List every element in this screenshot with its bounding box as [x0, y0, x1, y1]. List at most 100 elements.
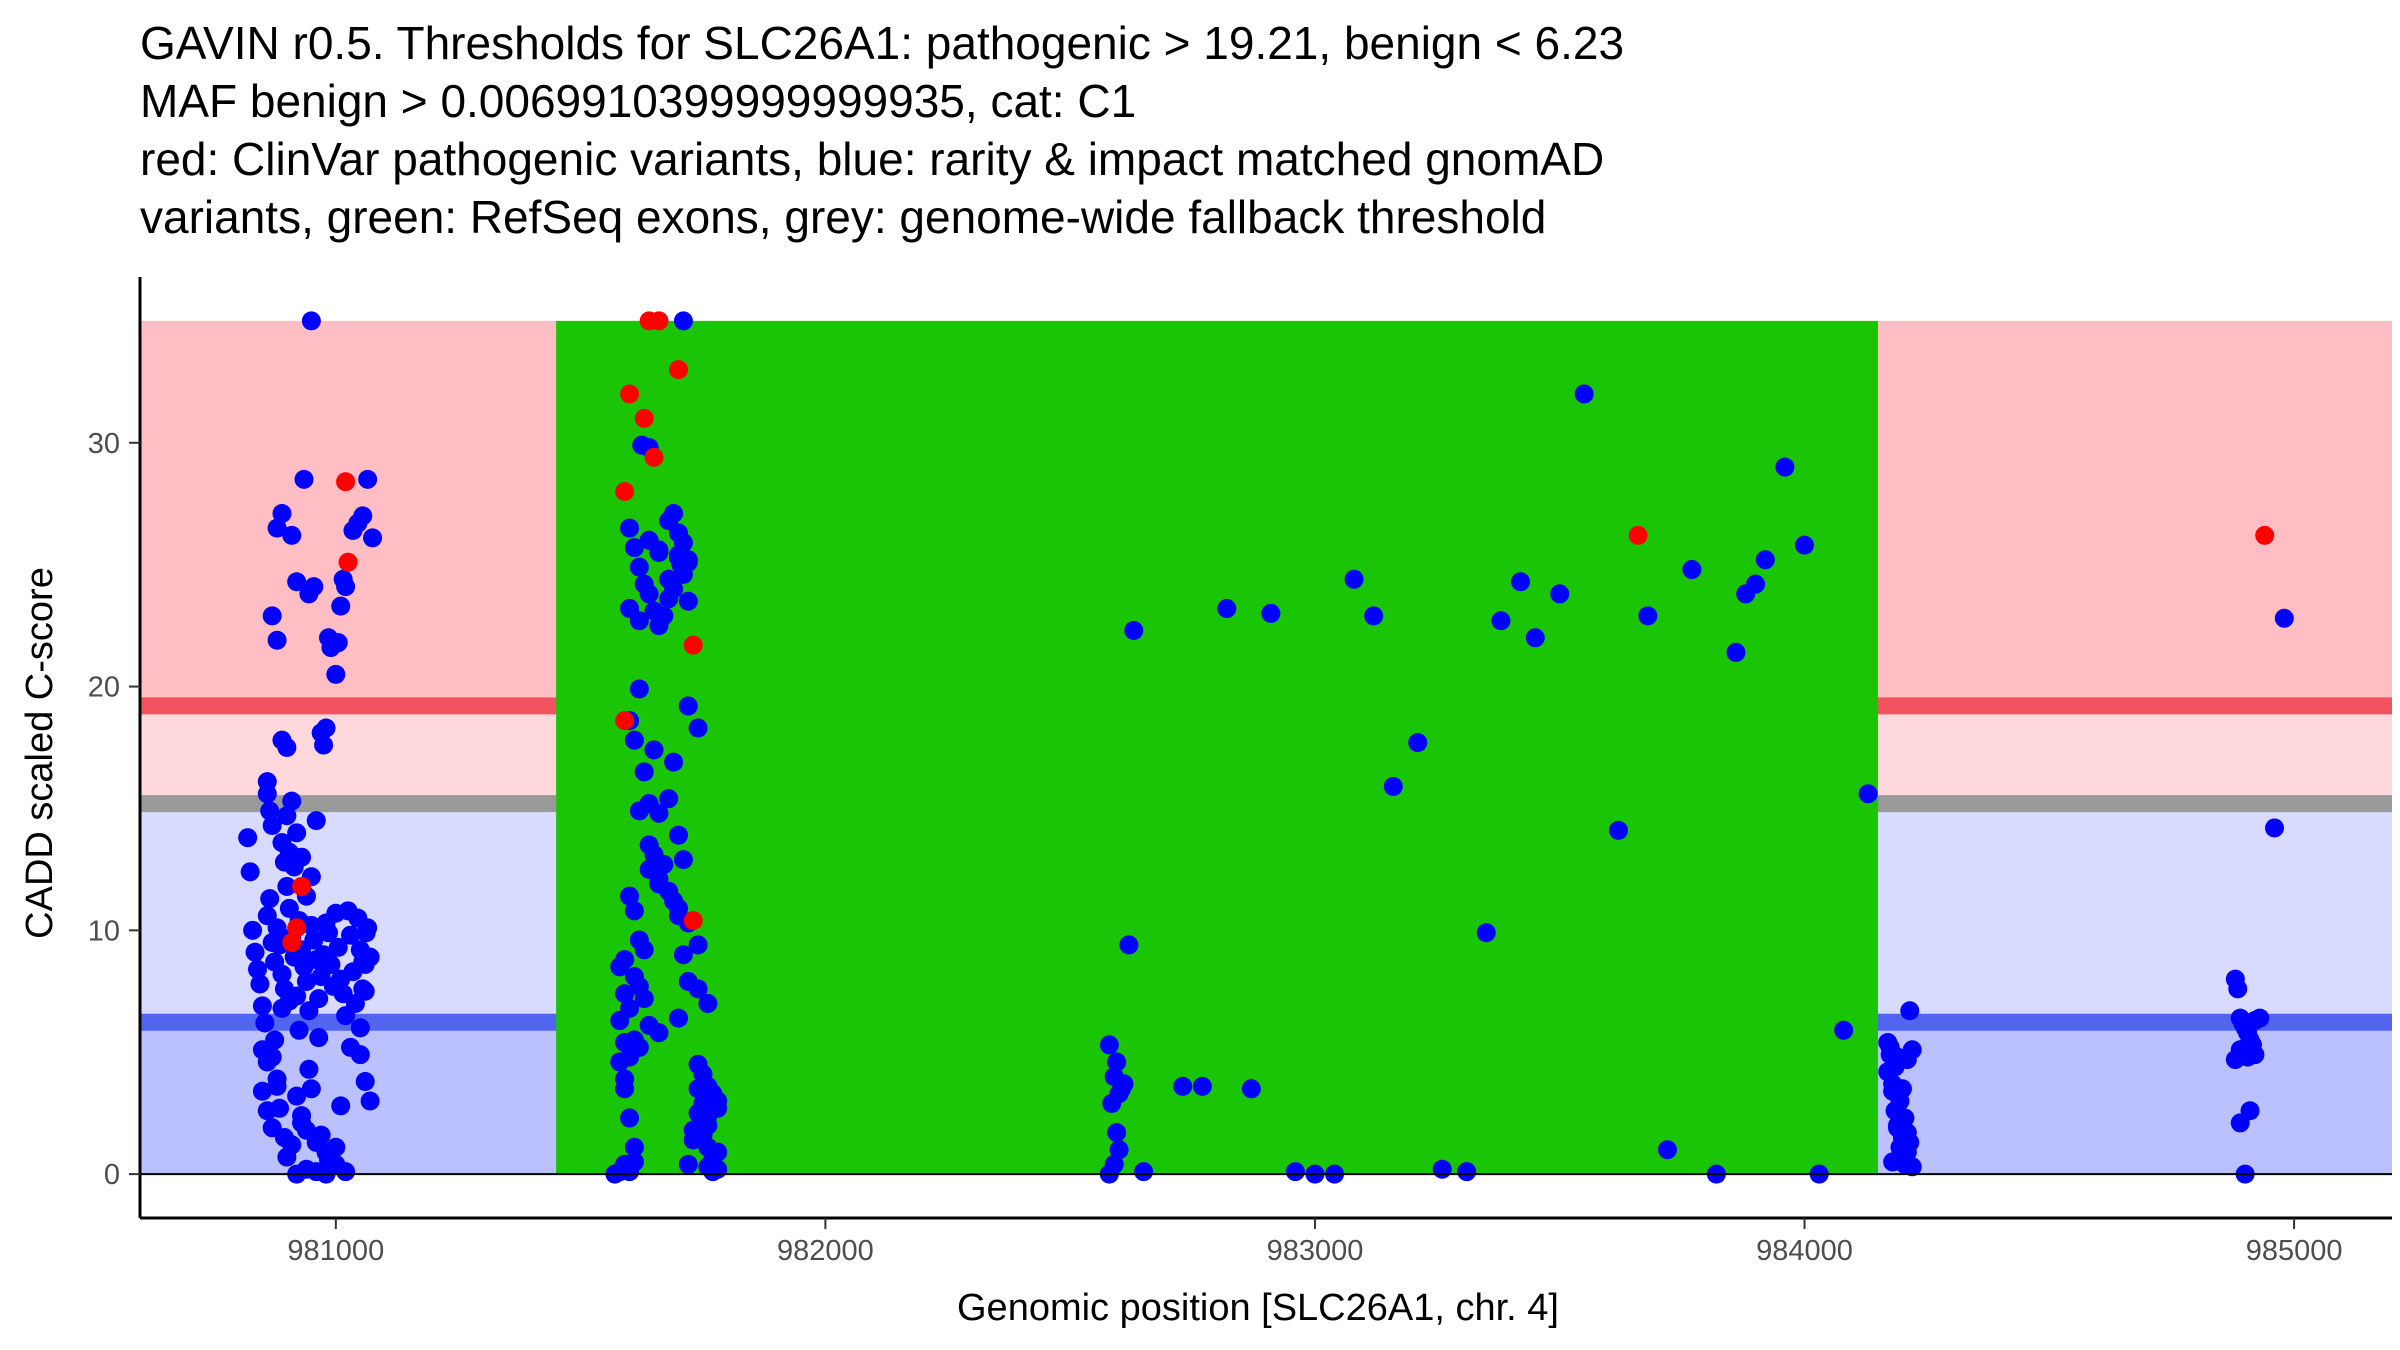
gnomad-variant-point: [688, 718, 708, 738]
gnomad-variant-point: [1902, 1157, 1922, 1177]
gnomad-variant-point: [659, 789, 679, 809]
gnomad-variant-point: [2228, 979, 2248, 999]
gnomad-variant-point: [654, 855, 674, 875]
gnomad-variant-point: [1364, 606, 1384, 626]
title-line-1: GAVIN r0.5. Thresholds for SLC26A1: path…: [140, 17, 1625, 69]
gnomad-variant-point: [1476, 923, 1496, 943]
y-tick-label: 10: [88, 915, 120, 947]
gnomad-variant-point: [267, 630, 287, 650]
gnomad-variant-point: [252, 1081, 272, 1101]
data-points: [238, 311, 2294, 1184]
gnomad-variant-point: [304, 930, 324, 950]
gnomad-variant-point: [301, 1079, 321, 1099]
gnomad-variant-point: [287, 572, 307, 592]
gnomad-variant-point: [274, 1128, 294, 1148]
gnomad-variant-point: [708, 1142, 728, 1162]
gnomad-variant-point: [649, 803, 669, 823]
clinvar-pathogenic-point: [649, 311, 669, 331]
gnomad-variant-point: [649, 542, 669, 562]
gnomad-variant-point: [1457, 1162, 1477, 1182]
gnomad-variant-point: [1432, 1159, 1452, 1179]
gnomad-variant-point: [306, 811, 326, 831]
gnomad-variant-point: [624, 901, 644, 921]
gnomad-variant-point: [341, 1037, 361, 1057]
gnomad-variant-point: [247, 959, 267, 979]
gnomad-variant-point: [1892, 1079, 1912, 1099]
gnomad-variant-point: [309, 989, 329, 1009]
gnomad-variant-point: [1134, 1162, 1154, 1182]
gnomad-variant-point: [292, 1106, 312, 1126]
gnomad-variant-point: [245, 942, 265, 962]
y-tick-label: 0: [104, 1159, 120, 1191]
gnomad-variant-point: [664, 503, 684, 523]
gnomad-variant-point: [1104, 1154, 1124, 1174]
gnomad-variant-point: [277, 876, 297, 896]
x-tick-label: 983000: [1267, 1235, 1364, 1267]
gnomad-variant-point: [321, 954, 341, 974]
gnomad-variant-point: [1795, 535, 1815, 555]
gnomad-variant-point: [299, 1059, 319, 1079]
title-line-2: MAF benign > 0.0069910399999999935, cat:…: [140, 75, 1137, 127]
gnomad-variant-point: [1107, 1123, 1127, 1143]
gnomad-variant-point: [355, 1071, 375, 1091]
gnomad-variant-point: [669, 1008, 689, 1028]
gnomad-variant-point: [678, 550, 698, 570]
gnomad-variant-point: [2250, 1008, 2270, 1028]
clinvar-pathogenic-point: [287, 918, 307, 938]
gnomad-variant-point: [272, 964, 292, 984]
gnomad-variant-point: [688, 979, 708, 999]
clinvar-pathogenic-point: [669, 360, 689, 380]
gnomad-variant-point: [678, 591, 698, 611]
gnomad-variant-point: [336, 1162, 356, 1182]
gnomad-variant-point: [678, 1154, 698, 1174]
clinvar-pathogenic-point: [1628, 525, 1648, 545]
gnomad-variant-point: [629, 557, 649, 577]
gnomad-variant-point: [292, 847, 312, 867]
gnomad-variant-point: [708, 1091, 728, 1111]
gnomad-variant-point: [267, 1069, 287, 1089]
gnomad-variant-point: [1491, 611, 1511, 631]
gnomad-variant-point: [331, 1096, 351, 1116]
gnomad-variant-point: [341, 925, 361, 945]
gnomad-variant-point: [314, 735, 334, 755]
gnomad-variant-point: [654, 606, 674, 626]
gnomad-variant-point: [624, 730, 644, 750]
gnomad-variant-point: [1574, 384, 1594, 404]
gnomad-variant-point: [282, 525, 302, 545]
gnomad-variant-point: [267, 918, 287, 938]
gnomad-variant-point: [282, 791, 302, 811]
gnomad-variant-point: [1383, 777, 1403, 797]
gnomad-variant-point: [664, 891, 684, 911]
gnomad-variant-point: [1657, 1140, 1677, 1160]
gnomad-variant-point: [255, 1013, 275, 1033]
gnomad-variant-point: [277, 738, 297, 757]
gnomad-variant-point: [1285, 1162, 1305, 1182]
gnomad-variant-point: [326, 664, 346, 684]
gnomad-variant-point: [311, 1125, 331, 1145]
gnomad-variant-point: [620, 518, 640, 538]
clinvar-pathogenic-point: [683, 911, 703, 931]
gnomad-variant-point: [2240, 1101, 2260, 1121]
gnomad-variant-point: [610, 957, 630, 977]
gnomad-variant-point: [669, 906, 689, 926]
gnomad-variant-point: [1511, 572, 1531, 592]
gnomad-variant-point: [673, 945, 693, 965]
gnomad-variant-point: [287, 1086, 307, 1106]
gnomad-variant-point: [250, 974, 270, 994]
gnomad-variant-point: [260, 801, 280, 821]
gnomad-variant-point: [358, 469, 378, 489]
gnomad-variant-point: [1241, 1079, 1261, 1099]
gnomad-variant-point: [649, 874, 669, 894]
gnomad-variant-point: [238, 828, 258, 848]
title-line-4: variants, green: RefSeq exons, grey: gen…: [140, 191, 1547, 243]
gnomad-variant-point: [353, 979, 373, 999]
gnomad-variant-point: [316, 718, 336, 738]
gnomad-variant-point: [1124, 620, 1144, 640]
gnomad-variant-point: [639, 859, 659, 879]
gnomad-variant-point: [644, 740, 664, 760]
gnomad-variant-point: [615, 1079, 635, 1099]
gnomad-variant-point: [639, 584, 659, 604]
gnomad-variant-point: [267, 518, 287, 538]
x-tick-label: 981000: [287, 1235, 384, 1267]
